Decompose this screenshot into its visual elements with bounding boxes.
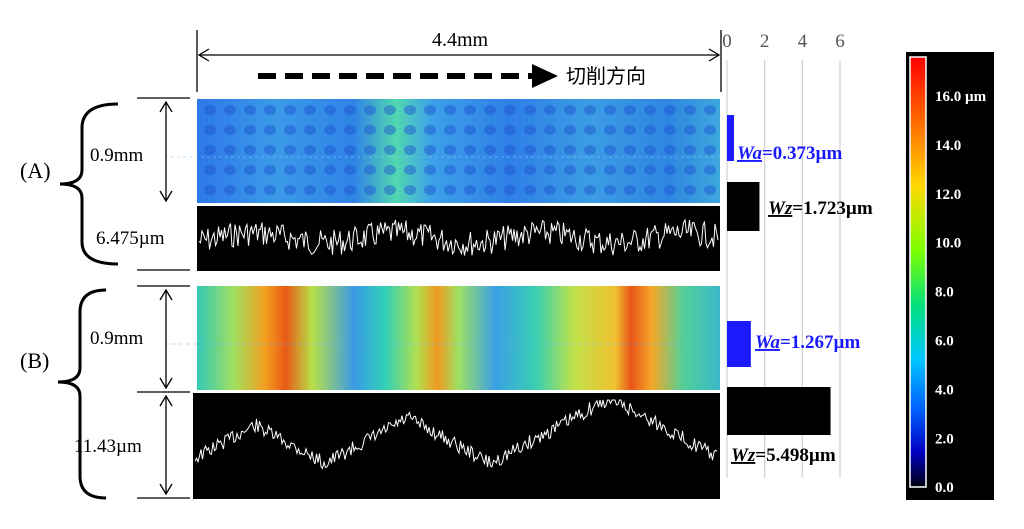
colorbar-label: 16.0 µm xyxy=(935,89,987,105)
bar xyxy=(727,321,751,367)
colorbar-label: 2.0 xyxy=(935,431,954,447)
colorbar-label: 12.0 xyxy=(935,187,961,203)
panel-b-wa-value: Wa=1.267µm xyxy=(755,332,861,353)
cutting-direction-arrow xyxy=(258,64,558,88)
width-dimension xyxy=(196,30,722,92)
bar-tick-label: 0 xyxy=(722,31,732,52)
width-label: 4.4mm xyxy=(432,29,489,51)
panel-a-label: (A) xyxy=(20,158,51,183)
colorbar-label: 4.0 xyxy=(935,382,954,398)
panel-a-profile xyxy=(197,206,720,271)
cutting-direction-label: 切削方向 xyxy=(566,65,646,88)
panel-b-wz-number: =5.498µm xyxy=(755,445,836,466)
panel-b-profile xyxy=(193,393,720,499)
panel-a-wa-name: Wa xyxy=(737,143,762,164)
bar-tick-label: 4 xyxy=(798,31,808,52)
colorbar-label: 10.0 xyxy=(935,236,961,252)
colorbar-label: 8.0 xyxy=(935,285,954,301)
panel-b-profile-label: 11.43µm xyxy=(74,436,142,457)
panel-a-wz-name: Wz xyxy=(768,198,793,219)
colorbar-label: 6.0 xyxy=(935,334,954,350)
colorbar: 16.0 µm 14.0 12.0 10.0 8.0 6.0 4.0 2.0 0.0 xyxy=(906,52,994,500)
bar-tick-label: 6 xyxy=(835,31,845,52)
panel-b-wz-name: Wz xyxy=(731,445,756,466)
panel-a-height-label: 0.9mm xyxy=(90,145,144,166)
panel-a-heightmap xyxy=(165,99,720,203)
panel-a-wa-value: Wa=0.373µm xyxy=(737,143,843,164)
colorbar-label: 0.0 xyxy=(935,480,954,496)
panel-b-label: (B) xyxy=(20,348,49,373)
bar-series xyxy=(727,115,831,435)
panel-b-heightmap xyxy=(165,286,720,390)
panel-a-wz-value: Wz=1.723µm xyxy=(768,198,873,219)
panel-a-profile-label: 6.475µm xyxy=(96,228,165,249)
panel-b-wa-number: =1.267µm xyxy=(780,332,861,353)
panel-b-height-label: 0.9mm xyxy=(90,328,144,349)
bar xyxy=(727,182,760,231)
panel-a-wa-number: =0.373µm xyxy=(762,143,843,164)
panel-a-wz-number: =1.723µm xyxy=(792,198,873,219)
colorbar-label: 14.0 xyxy=(935,138,961,154)
panel-b-wz-value: Wz=5.498µm xyxy=(731,445,836,466)
bar-tick-label: 2 xyxy=(760,31,770,52)
height-scales xyxy=(57,97,190,500)
bar xyxy=(727,387,831,435)
bar xyxy=(727,115,735,161)
panel-b-wa-name: Wa xyxy=(755,332,780,353)
